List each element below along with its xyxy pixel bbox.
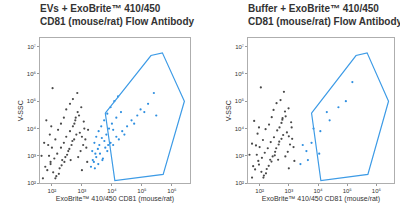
svg-text:10²: 10² [235, 180, 244, 186]
svg-text:10⁶: 10⁶ [235, 71, 245, 77]
svg-text:10³: 10³ [27, 153, 36, 159]
svg-text:10⁴: 10⁴ [107, 188, 117, 194]
svg-text:10⁴: 10⁴ [313, 188, 323, 194]
svg-text:10⁷: 10⁷ [235, 44, 244, 50]
svg-text:10³: 10³ [284, 188, 293, 194]
svg-text:ExoBrite™ 410/450 CD81 (mouse/: ExoBrite™ 410/450 CD81 (mouse/rat) [56, 195, 174, 203]
svg-text:10²: 10² [255, 188, 264, 194]
svg-text:10⁵: 10⁵ [343, 188, 353, 194]
svg-text:10³: 10³ [235, 153, 244, 159]
svg-text:10³: 10³ [78, 188, 87, 194]
svg-text:V-SSC: V-SSC [17, 100, 24, 121]
svg-text:10²: 10² [48, 188, 57, 194]
svg-text:10⁵: 10⁵ [27, 98, 37, 104]
svg-text:10⁴: 10⁴ [235, 126, 245, 132]
svg-text:10⁶: 10⁶ [167, 188, 177, 194]
svg-text:Buffer + ExoBrite™ 410/450CD81: Buffer + ExoBrite™ 410/450CD81 (mouse/ra… [248, 3, 400, 27]
svg-text:10²: 10² [27, 180, 36, 186]
svg-text:V-SSC: V-SSC [225, 100, 232, 121]
svg-text:EVs + ExoBrite™ 410/450CD81 (m: EVs + ExoBrite™ 410/450CD81 (mouse/rat) … [40, 3, 195, 27]
svg-text:10⁶: 10⁶ [372, 188, 382, 194]
svg-text:ExoBrite™ 410/450 CD81 (mouse/: ExoBrite™ 410/450 CD81 (mouse/rat) [262, 195, 380, 203]
svg-text:10⁵: 10⁵ [137, 188, 147, 194]
svg-text:10⁷: 10⁷ [27, 44, 36, 50]
svg-text:10⁵: 10⁵ [235, 98, 245, 104]
svg-text:10⁴: 10⁴ [27, 126, 37, 132]
svg-text:10⁶: 10⁶ [27, 71, 37, 77]
